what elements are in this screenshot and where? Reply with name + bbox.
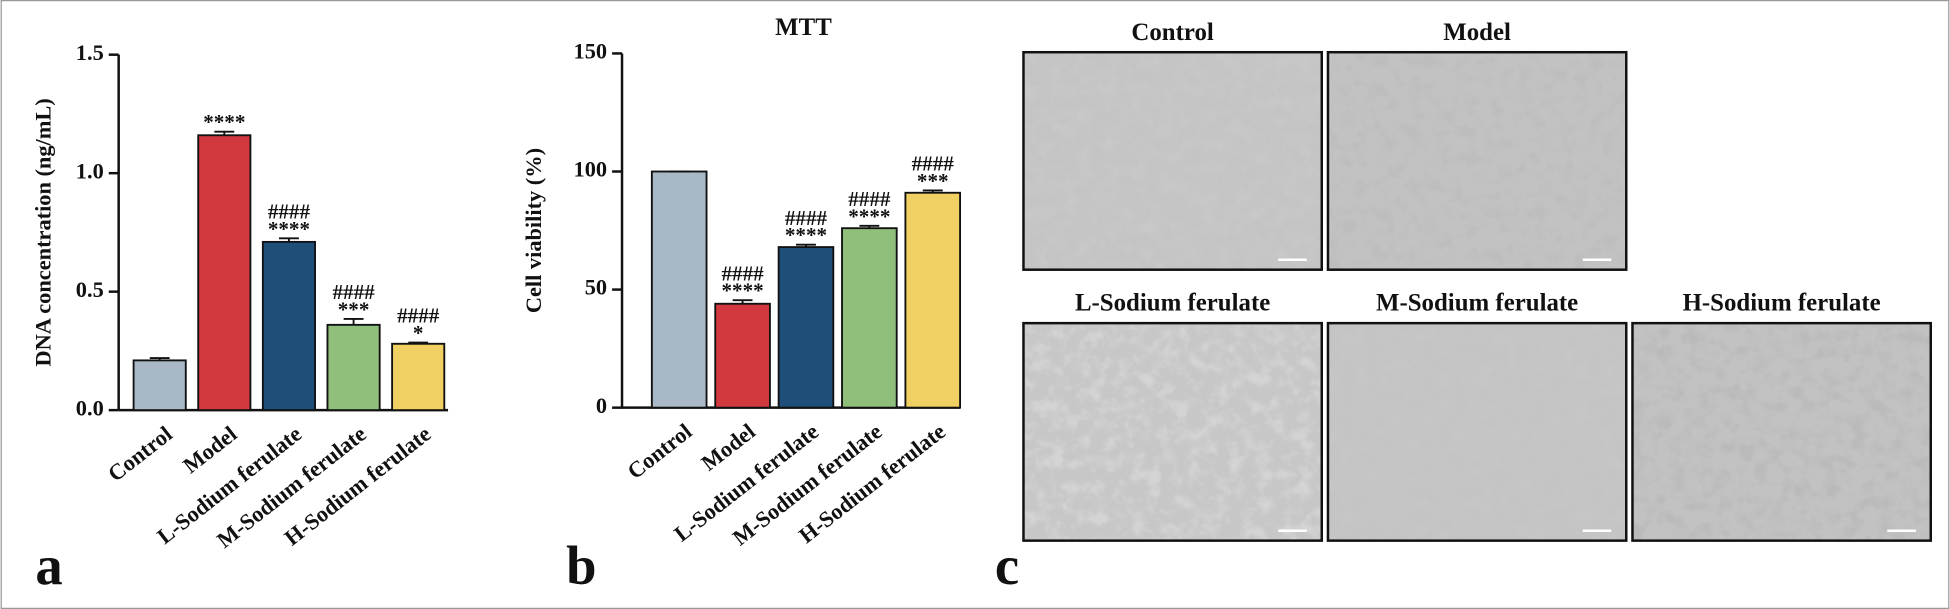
y-tick-label: 0 (596, 393, 607, 418)
micrograph-title: L-Sodium ferulate (1075, 290, 1270, 317)
micrograph-title: M-Sodium ferulate (1376, 290, 1578, 317)
error-bar (149, 357, 170, 361)
bar (132, 359, 187, 412)
y-tick-label: 150 (574, 39, 608, 64)
y-axis-label: DNA concentration (ng/mL) (30, 98, 55, 366)
micrograph-texture (1327, 323, 1627, 541)
chart-title: MTT (775, 14, 832, 41)
y-tick-label: 1.5 (76, 40, 104, 65)
micrograph-texture (1023, 52, 1322, 270)
micrograph-frame (1326, 50, 1628, 271)
y-tick-label: 0.0 (76, 395, 104, 420)
bar (714, 302, 771, 409)
error-bar (732, 299, 753, 304)
bar (326, 323, 381, 412)
significance-label: **** (721, 279, 763, 303)
panel-label: a (35, 535, 62, 596)
micrograph-title: Control (1131, 19, 1213, 46)
y-tick-label: 0.5 (76, 277, 104, 302)
micrograph-texture (1327, 52, 1627, 270)
micrograph-frame (1022, 321, 1323, 542)
error-bar (922, 189, 943, 193)
bar (650, 170, 708, 409)
bar (391, 342, 446, 412)
error-bar (214, 130, 235, 136)
micrograph-title: H-Sodium ferulate (1683, 290, 1881, 317)
significance-label: **** (785, 223, 827, 247)
significance-label: #### (268, 199, 311, 223)
y-tick-label: 50 (585, 275, 607, 300)
significance-label: #### (785, 206, 828, 230)
bar (777, 246, 835, 409)
bar (197, 134, 252, 412)
significance-label: #### (332, 280, 375, 304)
micrograph-frame (1631, 321, 1932, 542)
y-tick-label: 1.0 (76, 158, 104, 183)
y-axis-label: Cell viability (%) (521, 148, 546, 313)
bar (261, 240, 316, 412)
error-bar (343, 317, 364, 325)
error-bar (859, 224, 880, 229)
panel-label: c (995, 535, 1019, 596)
significance-label: #### (397, 304, 440, 328)
significance-label: **** (268, 217, 310, 241)
micrograph-frame (1326, 321, 1628, 542)
micrograph-title: Model (1443, 19, 1511, 46)
bar (841, 227, 898, 409)
bar (904, 191, 962, 409)
error-bar (796, 243, 816, 248)
significance-label: **** (203, 110, 245, 134)
significance-label: **** (848, 204, 890, 228)
significance-label: #### (721, 261, 764, 285)
micrograph-frame (1022, 50, 1323, 271)
micrograph-texture (1023, 323, 1322, 541)
significance-label: *** (338, 297, 370, 321)
significance-label: #### (912, 152, 955, 176)
significance-label: #### (848, 187, 891, 211)
significance-label: *** (917, 169, 949, 193)
panel-label: b (566, 535, 596, 596)
y-tick-label: 100 (574, 157, 608, 182)
significance-label: * (413, 321, 424, 345)
error-bar (408, 341, 429, 344)
micrograph-texture (1632, 323, 1931, 541)
error-bar (279, 237, 299, 242)
